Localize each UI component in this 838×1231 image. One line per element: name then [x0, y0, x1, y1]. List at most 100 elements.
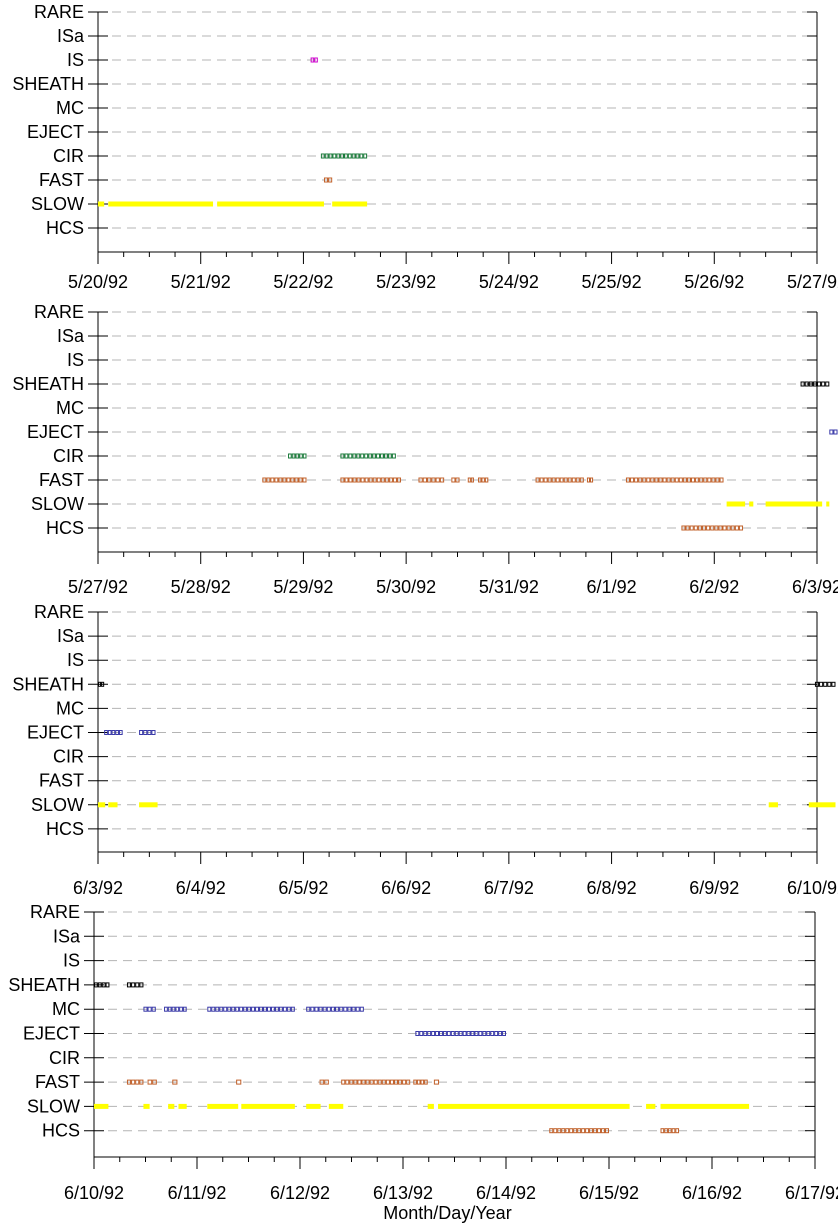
segment-cell	[372, 453, 377, 459]
segment-cell	[385, 1079, 390, 1085]
segment-slow	[660, 1103, 750, 1109]
segment-cell	[278, 477, 283, 483]
segment-cell	[368, 477, 373, 483]
segment-cell	[360, 477, 365, 483]
segment-cell	[675, 1128, 680, 1134]
segment-cell	[236, 1079, 242, 1085]
segment-cell	[286, 1006, 291, 1012]
segment-cell	[322, 1006, 327, 1012]
segment-cell	[282, 477, 287, 483]
segment-cell	[707, 477, 712, 483]
segment-cell	[674, 477, 679, 483]
segment-cell	[328, 177, 333, 183]
segment-cell	[215, 1006, 220, 1012]
category-label-sheath: SHEATH	[12, 74, 84, 94]
segment-cell	[302, 477, 307, 483]
segment-slow	[427, 1103, 434, 1109]
x-tick-label: 5/29/92	[273, 577, 333, 597]
segment-cell	[372, 477, 377, 483]
segment-cell	[369, 1079, 374, 1085]
segment-cell	[319, 1079, 325, 1085]
segment-cell	[290, 1006, 295, 1012]
segment-cell	[332, 153, 337, 159]
segment-cell	[361, 1079, 366, 1085]
segment-sheath	[98, 681, 105, 687]
segment-cell	[351, 153, 356, 159]
segment-cell	[462, 1031, 467, 1036]
segment-slow	[217, 201, 324, 207]
segment-cell	[298, 477, 303, 483]
segment-cell	[135, 982, 140, 988]
segment-cell	[352, 477, 357, 483]
category-label-fast: FAST	[39, 771, 84, 791]
segment-cell	[642, 477, 647, 483]
x-tick-label: 5/22/92	[273, 272, 333, 292]
segment-cell	[330, 1006, 336, 1012]
segment-cell	[344, 453, 349, 459]
segment-slow	[826, 501, 830, 507]
segment-cell	[380, 453, 384, 459]
segment-cell	[706, 525, 711, 531]
segment-cell	[356, 477, 361, 483]
segment-cell	[413, 1079, 417, 1085]
segment-fast	[535, 477, 584, 483]
segment-cell	[344, 153, 348, 159]
segment-slow	[438, 1103, 630, 1109]
x-tick-label: 6/2/92	[689, 577, 739, 597]
segment-cell	[442, 1031, 447, 1036]
segment-cell	[278, 1006, 283, 1012]
segment-cell	[569, 1128, 574, 1134]
segment-cell	[823, 681, 828, 687]
segment-cell	[419, 1031, 424, 1036]
segment-fast	[323, 177, 333, 183]
segment-cell	[381, 1079, 386, 1085]
segment-fast	[418, 477, 445, 483]
segment-cell	[423, 1031, 428, 1036]
segment-cell	[306, 1006, 311, 1012]
segment-cell	[393, 1079, 399, 1085]
segment-cell	[111, 730, 116, 735]
segment-sheath	[94, 982, 110, 988]
segment-cell	[323, 177, 329, 183]
segment-cell	[825, 381, 830, 387]
category-label-hcs: HCS	[46, 218, 84, 238]
segment-cell	[343, 1006, 348, 1012]
segment-cell	[498, 1031, 503, 1036]
segment-slow	[328, 1103, 344, 1109]
x-tick-label: 6/8/92	[587, 878, 637, 898]
segment-cell	[383, 453, 388, 459]
segment-cell	[340, 477, 345, 483]
segment-cell	[455, 477, 460, 483]
segment-cell	[353, 1079, 358, 1085]
segment-cell	[164, 1006, 168, 1012]
segment-cell	[299, 453, 303, 459]
segment-cell	[458, 1031, 463, 1036]
segment-cell	[384, 477, 389, 483]
segment-slow	[332, 201, 368, 207]
category-label-rare: RARE	[34, 302, 84, 322]
panel-4: RARE ISa IS SHEATH MC EJECT CIR FAST SLOW HCS 6/10…	[8, 902, 838, 1203]
segment-cell	[227, 1006, 232, 1012]
category-label-slow: SLOW	[31, 194, 84, 214]
segment-cell	[494, 1031, 499, 1036]
x-tick-label: 6/10/92	[787, 878, 838, 898]
segment-fast	[340, 477, 402, 483]
segment-cell	[396, 477, 402, 483]
segment-cell	[730, 525, 735, 531]
segment-cell	[364, 453, 369, 459]
segment-cell	[478, 477, 482, 483]
segment-cell	[171, 1006, 176, 1012]
segment-cell	[450, 1031, 455, 1036]
segment-cell	[376, 453, 381, 459]
category-label-eject: EJECT	[23, 1024, 80, 1044]
segment-cell	[94, 982, 98, 988]
category-label-cir: CIR	[53, 446, 84, 466]
x-tick-label: 5/21/92	[171, 272, 231, 292]
segment-cell	[821, 381, 826, 387]
segment-cell	[97, 982, 102, 988]
segment-cell	[654, 477, 659, 483]
segment-cell	[427, 1031, 432, 1036]
segment-mc	[143, 1006, 156, 1012]
category-label-slow: SLOW	[31, 494, 84, 514]
